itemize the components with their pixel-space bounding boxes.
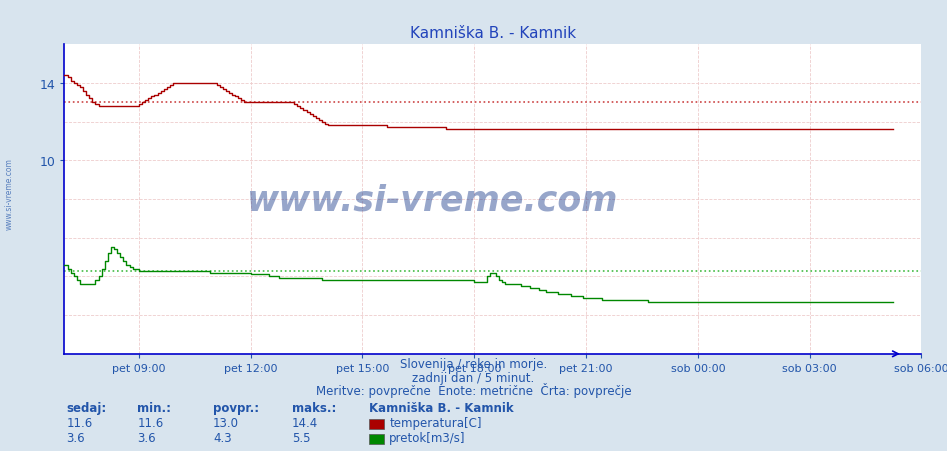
Text: 11.6: 11.6 <box>137 416 164 429</box>
Text: 13.0: 13.0 <box>213 416 239 429</box>
Title: Kamniška B. - Kamnik: Kamniška B. - Kamnik <box>410 26 576 41</box>
Text: maks.:: maks.: <box>292 401 336 414</box>
Text: 4.3: 4.3 <box>213 431 232 444</box>
Text: Meritve: povprečne  Enote: metrične  Črta: povprečje: Meritve: povprečne Enote: metrične Črta:… <box>315 382 632 398</box>
Text: 3.6: 3.6 <box>137 431 156 444</box>
Text: min.:: min.: <box>137 401 171 414</box>
Text: www.si-vreme.com: www.si-vreme.com <box>5 158 14 230</box>
Text: 5.5: 5.5 <box>292 431 311 444</box>
Text: 11.6: 11.6 <box>66 416 93 429</box>
Text: temperatura[C]: temperatura[C] <box>389 416 482 429</box>
Text: povpr.:: povpr.: <box>213 401 259 414</box>
Text: 14.4: 14.4 <box>292 416 318 429</box>
Text: Slovenija / reke in morje.: Slovenija / reke in morje. <box>400 358 547 371</box>
Text: www.si-vreme.com: www.si-vreme.com <box>247 183 618 216</box>
Text: zadnji dan / 5 minut.: zadnji dan / 5 minut. <box>412 371 535 384</box>
Text: 3.6: 3.6 <box>66 431 85 444</box>
Text: sedaj:: sedaj: <box>66 401 107 414</box>
Text: Kamniška B. - Kamnik: Kamniška B. - Kamnik <box>369 401 514 414</box>
Text: pretok[m3/s]: pretok[m3/s] <box>389 431 466 444</box>
